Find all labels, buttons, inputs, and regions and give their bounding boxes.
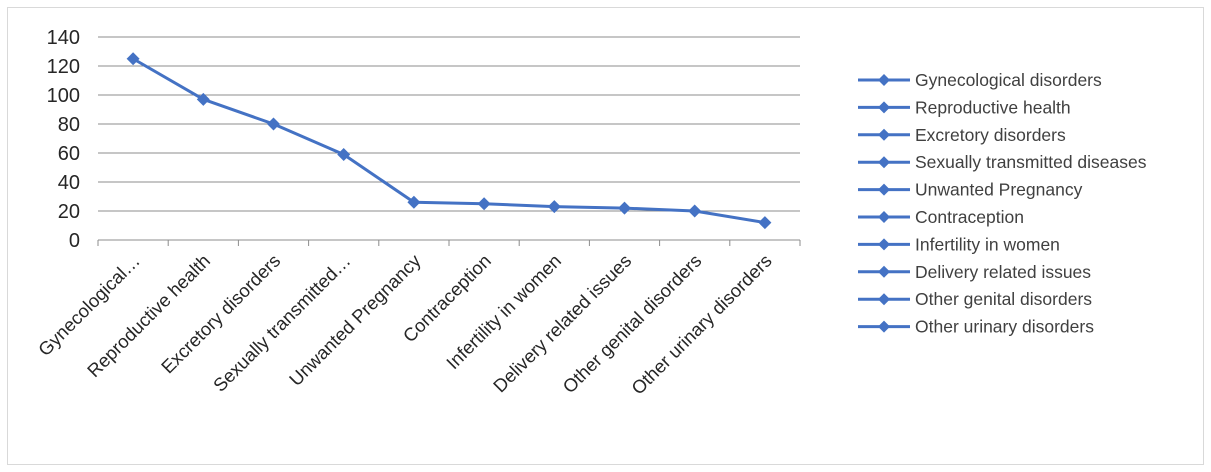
y-tick-label: 140 (47, 27, 80, 49)
y-axis-tick-labels: 0 20 40 60 80 100 120 140 (47, 27, 80, 252)
data-point (477, 197, 491, 211)
legend-marker (878, 320, 890, 333)
x-tick-label: Unwanted Pregnancy (285, 249, 425, 389)
legend-label: Excretory disorders (915, 125, 1066, 145)
data-point (407, 195, 421, 209)
x-tick-label: Excretory disorders (157, 250, 285, 378)
y-tick-label: 20 (58, 201, 80, 223)
legend: Gynecological disorders Reproductive heal… (858, 70, 1147, 337)
legend-label: Delivery related issues (915, 262, 1091, 282)
legend-marker (878, 238, 890, 251)
x-axis-tick-labels: Gynecological…Reproductive healthExcreto… (34, 249, 776, 398)
x-tick-label: Delivery related issues (489, 250, 635, 396)
legend-marker (878, 156, 890, 169)
legend-entry: Unwanted Pregnancy (858, 180, 1083, 200)
y-tick-label: 120 (47, 56, 80, 78)
y-tick-label: 40 (58, 172, 80, 194)
legend-marker (878, 128, 890, 141)
x-tick-label: Reproductive health (83, 250, 214, 381)
legend-label: Other genital disorders (915, 289, 1092, 309)
data-point (758, 216, 772, 230)
chart-frame (7, 7, 1204, 465)
x-tick-label: Other genital disorders (558, 250, 705, 397)
data-point (337, 147, 351, 161)
x-tick-label: Other urinary disorders (627, 250, 776, 399)
legend-entry: Reproductive health (858, 97, 1071, 117)
legend-entry: Other urinary disorders (858, 317, 1094, 337)
legend-marker (878, 293, 890, 306)
y-tick-label: 80 (58, 114, 80, 136)
legend-entry: Delivery related issues (858, 262, 1091, 282)
legend-label: Reproductive health (915, 97, 1071, 117)
y-tick-label: 60 (58, 143, 80, 165)
legend-label: Unwanted Pregnancy (915, 180, 1083, 200)
data-point (126, 52, 140, 66)
legend-entry: Excretory disorders (858, 125, 1066, 145)
legend-marker (878, 74, 890, 86)
legend-entry: Contraception (858, 207, 1024, 227)
legend-marker (878, 101, 890, 114)
gridlines (98, 36, 800, 212)
legend-label: Contraception (915, 207, 1024, 227)
data-point (688, 204, 702, 218)
data-point (196, 92, 210, 106)
legend-entry: Infertility in women (858, 234, 1060, 254)
legend-entry: Gynecological disorders (858, 70, 1102, 90)
legend-entry: Sexually transmitted diseases (858, 152, 1147, 172)
data-point (267, 117, 280, 131)
data-point (547, 200, 561, 214)
legend-label: Other urinary disorders (915, 317, 1094, 337)
legend-label: Gynecological disorders (915, 70, 1102, 90)
y-tick-label: 100 (47, 85, 80, 107)
legend-marker (878, 211, 890, 223)
legend-marker (878, 265, 890, 278)
series (126, 52, 772, 230)
axes (97, 239, 801, 246)
legend-label: Sexually transmitted diseases (915, 152, 1147, 172)
x-tick-label: Sexually transmitted… (209, 250, 355, 396)
legend-marker (878, 183, 890, 196)
legend-label: Infertility in women (915, 234, 1060, 254)
series-line (132, 57, 766, 225)
data-point (618, 201, 631, 215)
y-tick-label: 0 (69, 230, 80, 252)
legend-entry: Other genital disorders (858, 289, 1092, 309)
